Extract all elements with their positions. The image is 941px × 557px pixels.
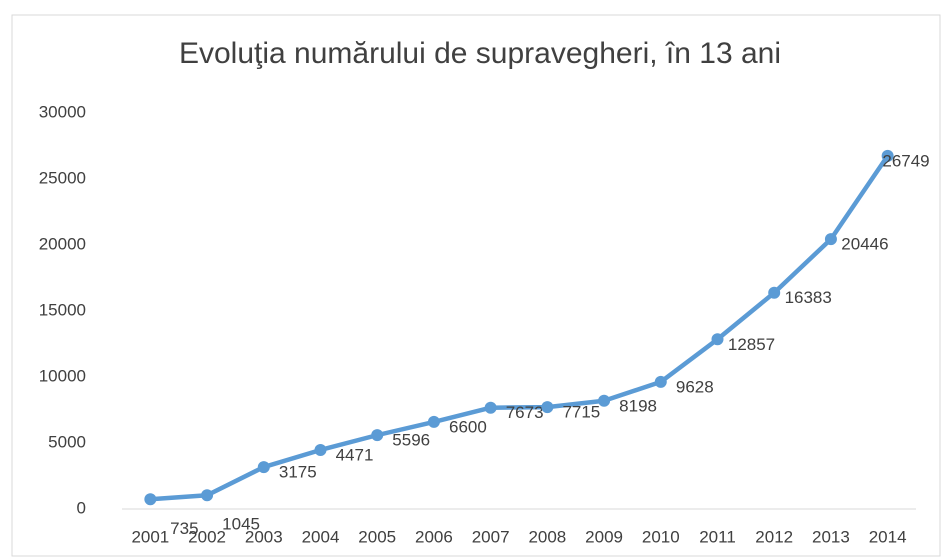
point — [824, 233, 837, 246]
x-tick-label: 2013 — [812, 527, 850, 546]
x-tick-label: 2005 — [358, 527, 396, 546]
chart-title: Evoluţia numărului de supravegheri, în 1… — [179, 37, 781, 70]
point — [371, 429, 384, 442]
data-label: 16383 — [785, 288, 832, 307]
x-tick-label: 2011 — [699, 527, 736, 546]
y-tick-label: 20000 — [39, 234, 86, 253]
data-label: 26749 — [882, 151, 929, 170]
point — [144, 493, 157, 506]
data-label: 7673 — [506, 403, 544, 422]
data-label: 20446 — [841, 235, 888, 254]
point — [484, 401, 497, 414]
x-tick-label: 2008 — [528, 527, 566, 546]
data-label: 8198 — [619, 396, 657, 415]
point — [257, 461, 270, 474]
data-label: 5596 — [392, 431, 430, 450]
point — [427, 415, 440, 428]
data-label: 12857 — [728, 335, 775, 354]
x-tick-label: 2014 — [869, 527, 907, 546]
data-label: 7715 — [562, 403, 600, 422]
data-label: 4471 — [336, 445, 374, 464]
point — [654, 375, 667, 388]
x-tick-label: 2003 — [245, 527, 283, 546]
point — [711, 333, 724, 346]
point — [598, 394, 611, 407]
data-label: 3175 — [279, 463, 317, 482]
x-tick-label: 2004 — [302, 527, 340, 546]
y-tick-label: 30000 — [39, 102, 86, 121]
x-tick-label: 2009 — [585, 527, 623, 546]
x-tick-label: 2012 — [755, 527, 793, 546]
point — [201, 489, 214, 502]
line-series — [150, 154, 890, 502]
point — [541, 401, 554, 414]
x-tick-label: 2010 — [642, 527, 680, 546]
point — [881, 149, 894, 162]
x-tick-label: 2002 — [188, 527, 226, 546]
y-tick-label: 0 — [77, 498, 86, 517]
y-tick-label: 25000 — [39, 168, 86, 187]
data-label: 6600 — [449, 417, 487, 436]
point — [768, 286, 781, 299]
y-tick-label: 15000 — [39, 300, 86, 319]
y-tick-label: 5000 — [48, 432, 86, 451]
data-label: 9628 — [676, 377, 714, 396]
y-tick-label: 10000 — [39, 366, 86, 385]
x-tick-label: 2006 — [415, 527, 453, 546]
x-tick-label: 2007 — [472, 527, 510, 546]
data-label: 1045 — [222, 515, 260, 534]
point — [314, 443, 327, 456]
data-label: 735 — [170, 519, 198, 538]
chart-border — [11, 14, 941, 557]
x-tick-label: 2001 — [131, 527, 169, 546]
